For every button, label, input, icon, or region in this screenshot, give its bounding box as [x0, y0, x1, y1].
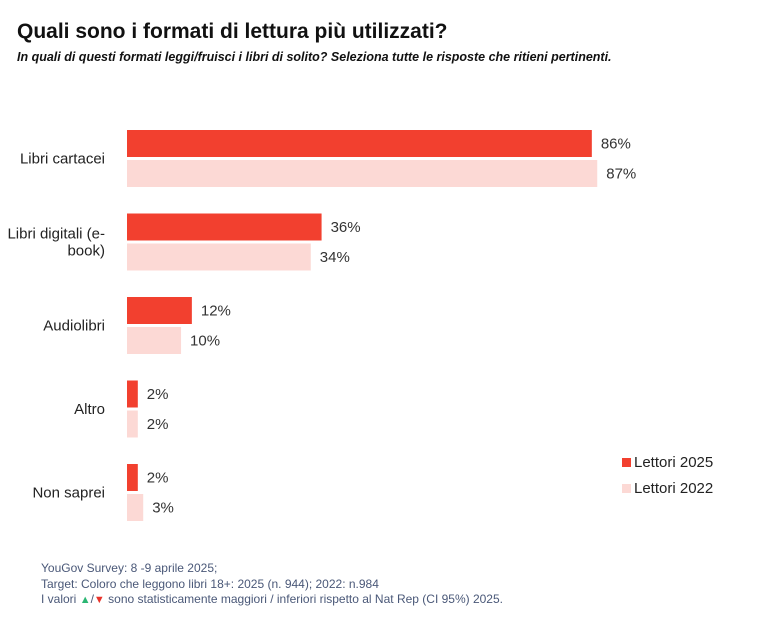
arrow-down-icon: ▼ [93, 594, 105, 606]
category-label: Altro [74, 401, 105, 418]
footer-line-significance: I valori ▲/▼ sono statisticamente maggio… [41, 592, 503, 609]
category-label: Libri cartacei [20, 151, 105, 168]
bar-2022 [127, 160, 598, 187]
arrow-up-icon: ▲ [79, 594, 91, 606]
category-label: Non saprei [32, 485, 105, 502]
data-label: 10% [190, 333, 220, 350]
legend-swatch-2022 [622, 484, 631, 493]
data-label: 36% [331, 219, 361, 236]
bar-2025 [127, 380, 138, 408]
data-label: 2% [147, 470, 169, 487]
legend-item-2022: Lettori 2022 [622, 480, 713, 497]
data-label: 34% [320, 249, 350, 266]
data-label: 3% [152, 500, 174, 517]
bar-2025 [127, 297, 192, 324]
page-title: Quali sono i formati di lettura più util… [17, 20, 448, 43]
footer-line-source: YouGov Survey: 8 -9 aprile 2025; [41, 561, 218, 575]
footer-significance-text: sono statisticamente maggiori / inferior… [104, 592, 503, 606]
bar-2025 [127, 464, 138, 491]
footer-slash: / [90, 592, 94, 606]
footer-notes: YouGov Survey: 8 -9 aprile 2025; Target:… [41, 561, 503, 609]
bar-2022 [127, 243, 311, 271]
footer-significance-prefix: I valori [41, 592, 80, 606]
category-label: Audiolibri [43, 318, 105, 335]
data-label: 87% [606, 166, 636, 183]
legend-swatch-2025 [622, 458, 631, 467]
data-label: 86% [601, 136, 631, 153]
data-label: 12% [201, 303, 231, 320]
category-label: Libri digitali (e- [7, 226, 105, 243]
footer-line-target: Target: Coloro che leggono libri 18+: 20… [41, 576, 379, 591]
legend-item-2025: Lettori 2025 [622, 454, 713, 471]
data-label: 2% [147, 386, 169, 403]
bar-2025 [127, 213, 322, 241]
bar-2022 [127, 327, 182, 354]
data-label: 2% [147, 416, 169, 433]
legend-label-2025: Lettori 2025 [634, 454, 714, 471]
page-subtitle: In quali di questi formati leggi/fruisci… [17, 50, 612, 64]
legend-label-2022: Lettori 2022 [634, 480, 714, 497]
category-label: book) [67, 243, 105, 260]
bar-2022 [127, 494, 144, 521]
bar-2022 [127, 410, 138, 438]
bar-2025 [127, 130, 592, 157]
